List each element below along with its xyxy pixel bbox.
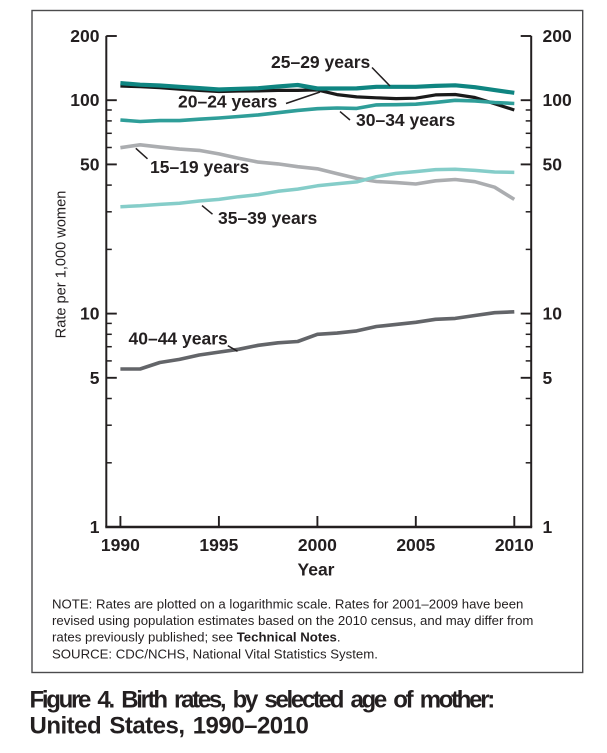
svg-text:Year: Year — [298, 560, 335, 580]
svg-text:revised using population estim: revised using population estimates based… — [52, 613, 533, 628]
svg-text:2000: 2000 — [298, 535, 337, 555]
svg-text:1: 1 — [543, 517, 553, 537]
svg-text:Rate per 1,000 women: Rate per 1,000 women — [54, 191, 70, 339]
svg-text:25–29 years: 25–29 years — [271, 52, 371, 72]
svg-text:100: 100 — [543, 90, 572, 110]
svg-text:NOTE: Rates are plotted on a l: NOTE: Rates are plotted on a logarithmic… — [52, 596, 523, 611]
svg-text:1995: 1995 — [199, 535, 238, 555]
svg-text:1: 1 — [90, 517, 100, 537]
svg-text:rates previously published; se: rates previously published; see Technica… — [52, 630, 341, 645]
svg-text:5: 5 — [90, 368, 100, 388]
svg-text:40–44 years: 40–44 years — [129, 329, 229, 349]
svg-text:5: 5 — [543, 368, 553, 388]
svg-text:15–19 years: 15–19 years — [150, 157, 250, 177]
svg-text:200: 200 — [70, 26, 99, 46]
svg-text:20–24 years: 20–24 years — [178, 92, 278, 112]
svg-text:2010: 2010 — [495, 535, 534, 555]
svg-text:35–39 years: 35–39 years — [218, 208, 318, 228]
svg-text:10: 10 — [80, 304, 100, 324]
svg-text:100: 100 — [70, 90, 99, 110]
svg-text:50: 50 — [543, 154, 563, 174]
svg-text:200: 200 — [543, 26, 572, 46]
svg-text:Figure 4. Birth rates, by sele: Figure 4. Birth rates, by selected age o… — [30, 687, 494, 714]
svg-text:United States, 1990–2010: United States, 1990–2010 — [30, 713, 309, 740]
svg-text:30–34 years: 30–34 years — [356, 110, 456, 130]
svg-text:50: 50 — [80, 154, 100, 174]
svg-text:SOURCE: CDC/NCHS, National Vit: SOURCE: CDC/NCHS, National Vital Statist… — [52, 646, 378, 661]
svg-text:10: 10 — [543, 304, 563, 324]
svg-text:2005: 2005 — [396, 535, 435, 555]
svg-text:1990: 1990 — [101, 535, 140, 555]
